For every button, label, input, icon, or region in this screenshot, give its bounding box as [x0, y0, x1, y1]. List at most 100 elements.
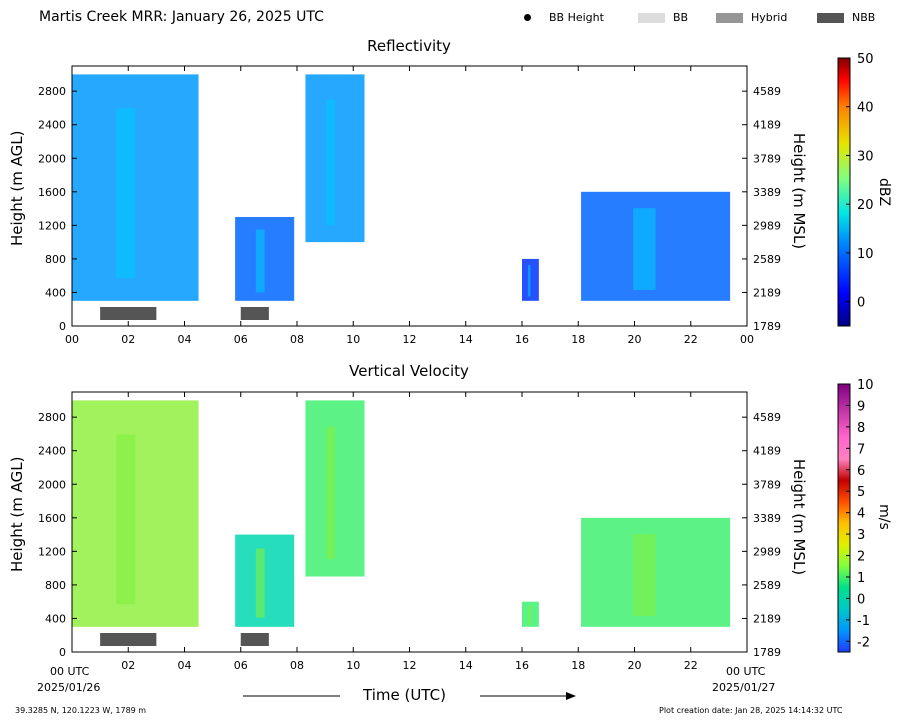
y2-tick-label: 2589	[753, 579, 781, 592]
x-tick-label: 04	[178, 333, 192, 346]
colorbar-tick-label: 9	[857, 399, 865, 414]
dot-icon	[524, 14, 531, 21]
colorbar-tick-label: 4	[857, 507, 865, 522]
x-end-time-label: 00 UTC	[726, 665, 766, 678]
y2-tick-label: 4189	[753, 119, 781, 132]
colorbar-tick-label: 1	[857, 571, 865, 586]
y-tick-label: 1600	[38, 512, 66, 525]
x-tick-label: 00	[740, 333, 754, 346]
y2-tick-label: 2989	[753, 545, 781, 558]
y2-tick-label: 4189	[753, 445, 781, 458]
colorbar-tick-label: 10	[857, 378, 874, 393]
x-tick-label: 22	[684, 659, 698, 672]
x-tick-label: 16	[515, 659, 529, 672]
colorbar-tick-label: 3	[857, 528, 865, 543]
legend-label: Hybrid	[751, 11, 788, 24]
echo-core	[116, 434, 136, 605]
colorbar	[837, 383, 851, 653]
x-start-date-label: 2025/01/26	[37, 681, 101, 694]
colorbar-tick-label: -1	[857, 614, 870, 629]
colorbar-tick-label: 6	[857, 464, 865, 479]
y-tick-label: 1600	[38, 186, 66, 199]
echo-core	[326, 99, 335, 226]
y-tick-label: 2800	[38, 411, 66, 424]
legend-label: BB Height	[549, 11, 604, 24]
chart-title-velocity: Vertical Velocity	[349, 362, 469, 380]
colorbar-tick-label: 5	[857, 485, 865, 500]
colorbar-tick-label: 0	[857, 592, 865, 607]
x-tick-label: 14	[459, 659, 473, 672]
x-tick-label: 20	[628, 333, 642, 346]
x-tick-label: 10	[346, 659, 360, 672]
colorbar-tick-label: 7	[857, 442, 865, 457]
y2-tick-label: 1789	[753, 646, 781, 659]
legend-bb-height: BB Height	[524, 11, 604, 24]
legend-label: BB	[673, 11, 689, 24]
y-tick-label: 1200	[38, 545, 66, 558]
y2-tick-label: 4589	[753, 85, 781, 98]
y-tick-label: 2400	[38, 119, 66, 132]
y2-tick-label: 3389	[753, 186, 781, 199]
y2-tick-label: 4589	[753, 411, 781, 424]
x-tick-label: 22	[684, 333, 698, 346]
y-tick-label: 0	[59, 646, 66, 659]
x-tick-label: 08	[290, 333, 304, 346]
x-tick-label: 00	[65, 333, 79, 346]
colorbar-tick-label: 2	[857, 550, 865, 565]
x-tick-label: 20	[628, 659, 642, 672]
creation-date-text: Plot creation date: Jan 28, 2025 14:14:3…	[659, 706, 843, 715]
colorbar-tick-label: 10	[857, 247, 874, 262]
legend-hybrid: Hybrid	[716, 11, 787, 24]
colorbar-tick-label: 40	[857, 101, 874, 116]
x-tick-label: 12	[403, 659, 417, 672]
y2-tick-label: 2189	[753, 612, 781, 625]
nbb-bar	[100, 633, 157, 646]
nbb-bar	[240, 307, 269, 320]
y2-tick-label: 2589	[753, 253, 781, 266]
y2-tick-label: 2989	[753, 219, 781, 232]
y2-tick-label: 1789	[753, 320, 781, 333]
x-end-date-label: 2025/01/27	[712, 681, 776, 694]
x-tick-label: 02	[121, 333, 135, 346]
x-axis-label: Time (UTC)	[363, 686, 446, 704]
echo-core	[116, 108, 136, 279]
nbb-bar	[240, 633, 269, 646]
legend-nbb: NBB	[817, 11, 875, 24]
echo-core	[633, 208, 656, 290]
y-tick-label: 1200	[38, 219, 66, 232]
x-start-time-label: 00 UTC	[50, 665, 90, 678]
legend-swatch	[716, 12, 743, 23]
x-tick-label: 18	[571, 333, 585, 346]
x-tick-label: 02	[121, 659, 135, 672]
legend-bb: BB	[638, 11, 688, 24]
x-tick-label: 10	[346, 333, 360, 346]
y-tick-label: 2400	[38, 445, 66, 458]
x-tick-label: 14	[459, 333, 473, 346]
y-tick-label: 0	[59, 320, 66, 333]
echo-core	[527, 265, 531, 297]
chart-title-reflectivity: Reflectivity	[367, 37, 451, 55]
page-title: Martis Creek MRR: January 26, 2025 UTC	[39, 9, 324, 25]
x-tick-label: 16	[515, 333, 529, 346]
echo-core	[255, 548, 265, 618]
y2-tick-label: 3789	[753, 152, 781, 165]
y-tick-label: 800	[45, 253, 66, 266]
colorbar-tick-label: 20	[857, 198, 874, 213]
y-tick-label: 400	[45, 612, 66, 625]
y-tick-label: 2800	[38, 85, 66, 98]
colorbar-tick-label: 0	[857, 296, 865, 311]
y2-tick-label: 3789	[753, 478, 781, 491]
y-tick-label: 800	[45, 579, 66, 592]
nbb-bar	[100, 307, 157, 320]
legend-swatch	[638, 12, 665, 23]
x-tick-label: 18	[571, 659, 585, 672]
x-tick-label: 12	[403, 333, 417, 346]
x-tick-label: 06	[234, 333, 248, 346]
echo-core	[255, 229, 265, 293]
y2-tick-label: 2189	[753, 286, 781, 299]
legend-label: NBB	[852, 11, 876, 24]
y-tick-label: 2000	[38, 152, 66, 165]
colorbar-tick-label: 30	[857, 149, 874, 164]
colorbar	[837, 57, 851, 327]
